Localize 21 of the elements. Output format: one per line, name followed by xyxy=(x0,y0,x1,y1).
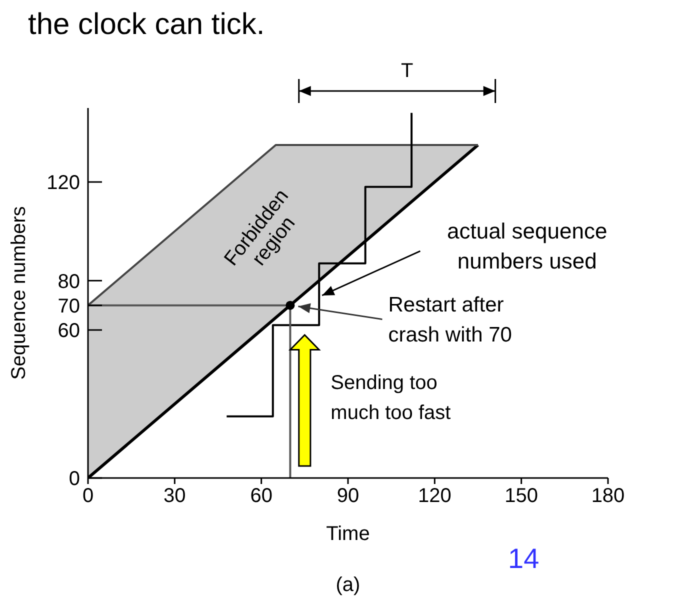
x-tick-label: 90 xyxy=(336,485,360,508)
text: 14 xyxy=(508,543,540,575)
y-tick-label: 60 xyxy=(58,320,80,342)
x-tick-label: 180 xyxy=(591,485,625,508)
annotation: Sending too much too fast xyxy=(330,372,452,424)
annotation: actual sequence numbers used xyxy=(446,218,608,274)
y-axis-title: Sequence numbers xyxy=(8,206,30,380)
x-tick-label: 150 xyxy=(504,485,538,508)
annotation: Restart after crash with 70 xyxy=(388,293,512,346)
x-axis-title: Time xyxy=(326,523,370,545)
y-tick-label: 70 xyxy=(58,295,80,318)
y-tick-label: 0 xyxy=(68,468,80,490)
y-tick-label: 80 xyxy=(58,270,80,293)
y-tick-label: 120 xyxy=(46,172,80,194)
x-tick-label: 30 xyxy=(164,485,186,508)
x-tick-label: 60 xyxy=(250,485,272,508)
x-tick-label: 0 xyxy=(82,485,94,508)
text: T xyxy=(401,60,414,82)
chart-title: the clock can tick. xyxy=(28,8,265,42)
x-tick-label: 120 xyxy=(418,485,452,508)
text: (a) xyxy=(334,574,362,597)
